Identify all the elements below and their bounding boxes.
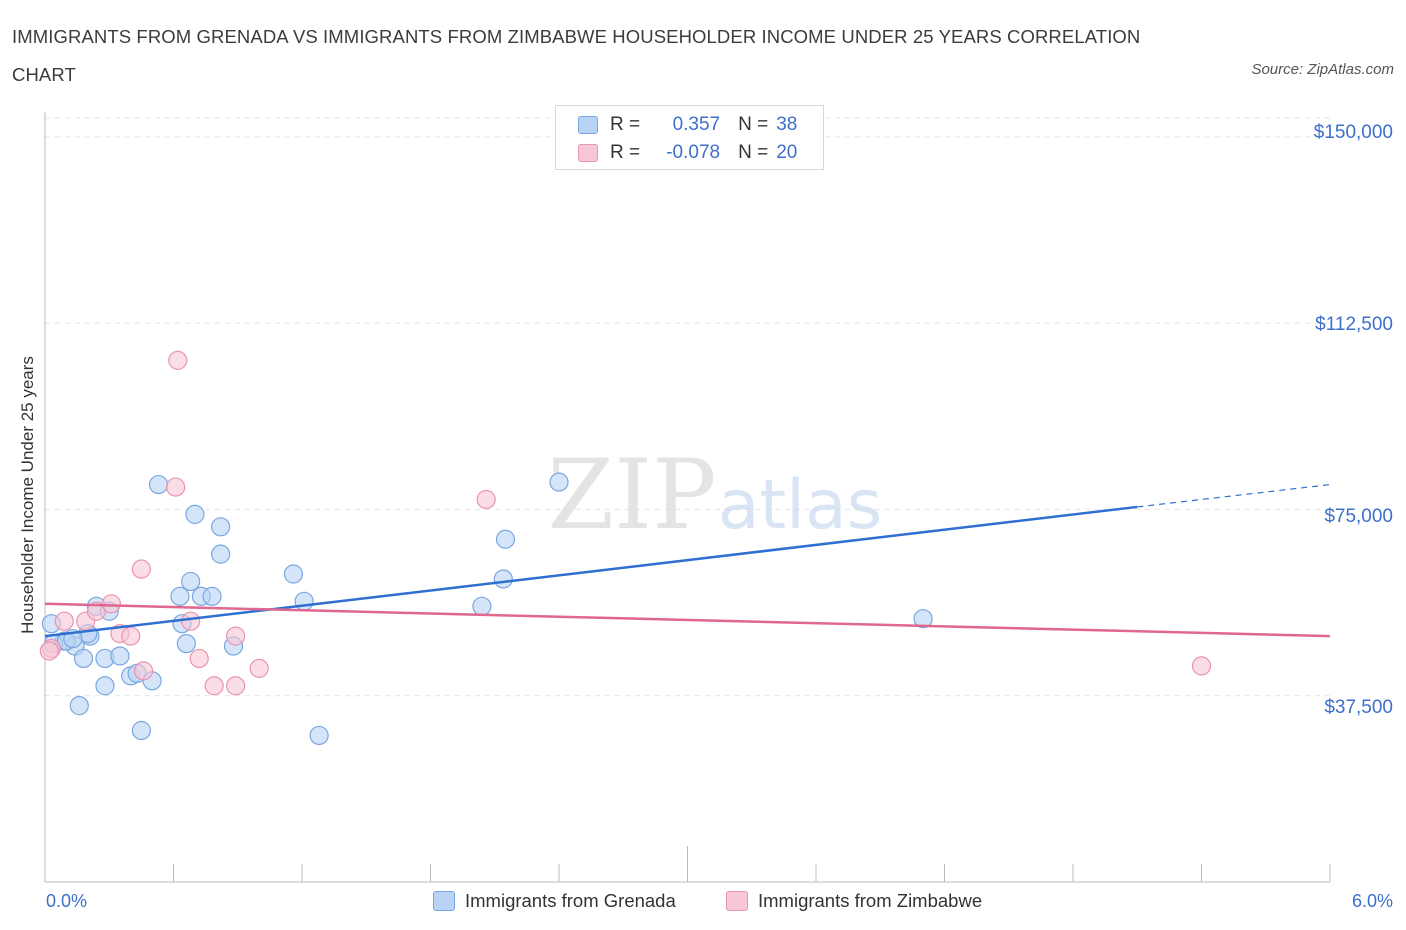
y-tick-112500: $112,500 — [1315, 314, 1393, 335]
grenada-point-17 — [181, 571, 201, 592]
zimbabwe-point-1 — [54, 611, 74, 631]
n-label: N = — [738, 114, 769, 135]
zimbabwe-legend-swatch — [726, 891, 748, 911]
zimbabwe-n-value: 20 — [776, 142, 798, 163]
chart-title: IMMIGRANTS FROM GRENADA VS IMMIGRANTS FR… — [12, 26, 1141, 85]
zimbabwe-point-17 — [476, 489, 496, 510]
grenada-point-13 — [69, 696, 89, 716]
zimbabwe-point-15 — [226, 626, 246, 646]
grenada-n-value: 38 — [776, 114, 798, 135]
grenada-point-6 — [73, 648, 94, 669]
zimbabwe-swatch — [578, 144, 598, 162]
zimbabwe-point-9 — [166, 477, 186, 497]
zimbabwe-legend-label: Immigrants from Zimbabwe — [758, 890, 983, 911]
trendlines — [44, 483, 1331, 638]
grenada-point-19 — [202, 586, 222, 606]
r-label: R = — [610, 114, 641, 135]
zimbabwe-point-19 — [39, 641, 59, 661]
grenada-point-27 — [294, 591, 314, 611]
grenada-point-14 — [131, 720, 151, 741]
grenada-point-21 — [176, 633, 196, 654]
grenada-point-29 — [472, 596, 492, 616]
zimbabwe-point-8 — [131, 559, 151, 579]
grenada-r-value: 0.357 — [672, 114, 721, 135]
watermark-zip: ZIP — [547, 439, 716, 551]
n-label: N = — [738, 142, 769, 163]
zimbabwe-trendline — [44, 602, 1331, 638]
watermark-atlas: atlas — [718, 466, 882, 545]
grenada-point-26 — [283, 564, 304, 584]
x-tick-max: 6.0% — [1351, 891, 1393, 911]
grenada-point-24 — [211, 544, 231, 564]
grenada-point-12 — [95, 676, 115, 696]
grenada-point-33 — [913, 609, 933, 629]
y-tick-37500: $37,500 — [1324, 697, 1393, 718]
y-tick-150000: $150,000 — [1313, 122, 1393, 143]
grenada-point-30 — [493, 569, 513, 589]
zimbabwe-point-11 — [181, 611, 201, 631]
y-tick-75000: $75,000 — [1324, 506, 1393, 527]
stats-legend: R = 0.357 N = 38 R = -0.078 N = 20 — [555, 105, 824, 170]
grenada-point-32 — [549, 472, 569, 492]
zimbabwe-point-12 — [189, 648, 209, 669]
grenada-point-16 — [170, 586, 190, 606]
grenada-trendline-extension — [1137, 483, 1331, 508]
grenada-legend-swatch — [433, 891, 455, 911]
grenada-point-8 — [110, 646, 130, 666]
legend-row-zimbabwe: R = -0.078 N = 20 — [578, 141, 797, 165]
legend-item-grenada: Immigrants from Grenada — [433, 890, 676, 912]
source-label: Source: ZipAtlas.com — [1251, 61, 1394, 78]
grenada-swatch — [578, 116, 598, 134]
zimbabwe-point-16 — [249, 658, 269, 678]
zimbabwe-point-10 — [168, 350, 188, 370]
zimbabwe-point-6 — [121, 626, 141, 646]
grenada-trendline — [44, 505, 1138, 638]
grenada-point-28 — [309, 725, 329, 746]
grenada-point-15 — [148, 474, 169, 495]
zimbabwe-point-4 — [101, 594, 121, 614]
grenada-point-31 — [495, 529, 516, 549]
axes — [44, 112, 1331, 883]
zimbabwe-point-13 — [204, 676, 224, 696]
zimbabwe-point-14 — [226, 676, 246, 696]
grenada-point-22 — [185, 504, 205, 524]
x-tick-min: 0.0% — [46, 891, 88, 911]
zimbabwe-point-18 — [1191, 656, 1212, 676]
r-label: R = — [610, 142, 641, 163]
zimbabwe-r-value: -0.078 — [666, 142, 721, 163]
legend-item-zimbabwe: Immigrants from Zimbabwe — [726, 890, 982, 912]
grenada-point-23 — [211, 517, 231, 537]
grenada-legend-label: Immigrants from Grenada — [465, 890, 676, 911]
zimbabwe-point-7 — [133, 661, 154, 681]
legend-row-grenada: R = 0.357 N = 38 — [578, 113, 797, 137]
